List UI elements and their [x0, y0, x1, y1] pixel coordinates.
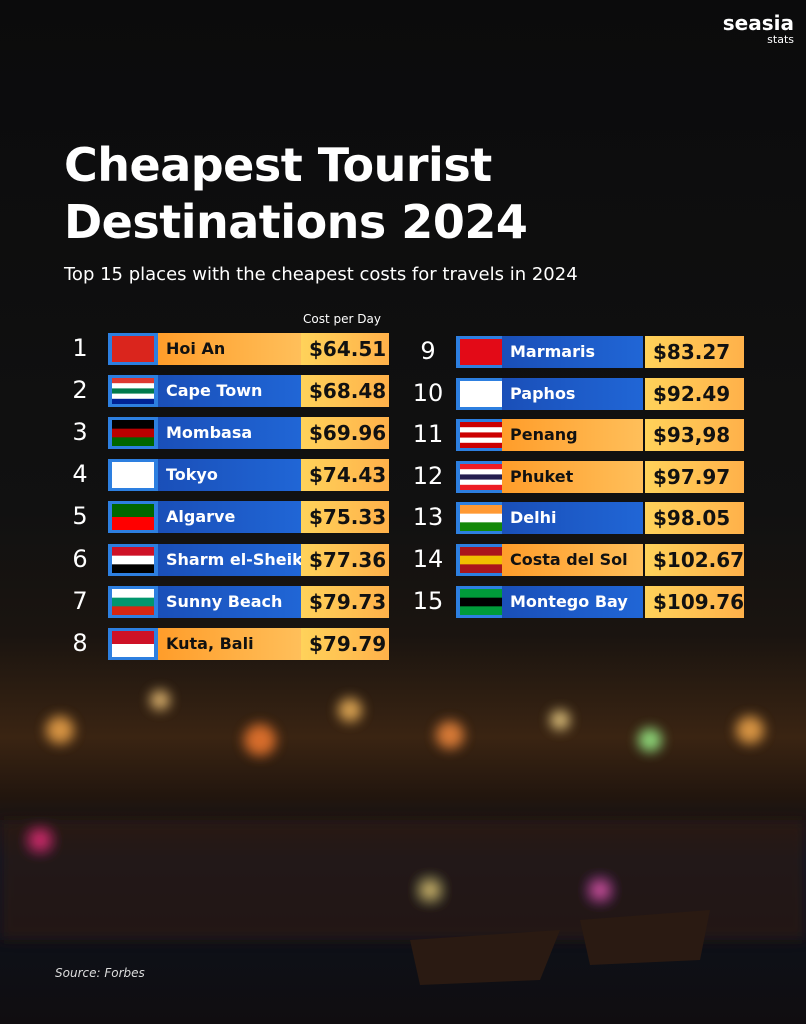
destination: Marmaris [502, 336, 643, 368]
flag-image [460, 588, 502, 616]
source: Source: Forbes [55, 966, 145, 980]
flag-image [460, 463, 502, 491]
flag [456, 336, 506, 368]
destination: Phuket [502, 460, 643, 493]
cost: $77.36 [301, 543, 389, 576]
rank: 2 [72, 376, 88, 405]
destination: Montego Bay [502, 585, 643, 618]
destination: Algarve [158, 501, 301, 534]
destination: Tokyo [158, 459, 301, 492]
flag-image [112, 630, 154, 658]
cost: $98.05 [645, 502, 744, 535]
destination: Cape Town [158, 375, 301, 408]
flag [108, 375, 158, 408]
flag [456, 419, 506, 452]
cost: $93,98 [645, 419, 744, 452]
column-header: Cost per Day [303, 312, 381, 326]
rank: 6 [72, 544, 88, 573]
destination: Mombasa [158, 417, 301, 450]
destination: Costa del Sol [502, 544, 643, 576]
cost: $68.48 [301, 375, 389, 408]
cost: $109.76 [645, 585, 744, 618]
flag [108, 459, 158, 492]
cost: $102.67 [645, 544, 744, 576]
rank: 3 [72, 418, 88, 447]
cost: $79.79 [301, 627, 389, 660]
flag-image [112, 588, 154, 616]
flag-image [112, 504, 154, 531]
flag [456, 544, 506, 576]
destination: Kuta, Bali [158, 627, 301, 660]
rank: 10 [412, 378, 444, 407]
cost: $83.27 [645, 336, 744, 368]
destination: Penang [502, 419, 643, 452]
flag-image [460, 380, 502, 408]
flag-image [112, 378, 154, 405]
cost: $97.97 [645, 460, 744, 493]
flag-image [112, 546, 154, 573]
destination: Hoi An [158, 333, 301, 365]
title: Cheapest Tourist [64, 138, 492, 192]
flag-image [460, 339, 502, 366]
flag [456, 585, 506, 618]
rank: 8 [72, 628, 88, 657]
brand: seasia stats [723, 12, 794, 46]
brand-name: seasia [722, 11, 794, 35]
title: Destinations 2024 [64, 195, 528, 249]
rank: 7 [72, 586, 88, 615]
destination: Delhi [502, 502, 643, 535]
destination: Sharm el-Sheikh [158, 543, 314, 576]
cost: $69.96 [301, 417, 389, 450]
rank: 11 [412, 420, 444, 449]
flag [108, 543, 158, 576]
destination: Sunny Beach [158, 585, 301, 618]
destination: Paphos [502, 377, 643, 410]
rank: 14 [412, 545, 444, 573]
flag [108, 417, 158, 450]
rank: 5 [72, 502, 88, 531]
flag [456, 377, 506, 410]
rank: 4 [72, 460, 88, 489]
cost: $64.51 [301, 333, 389, 365]
flag [108, 333, 158, 365]
flag-image [112, 336, 154, 363]
flag [108, 627, 158, 660]
rank: 1 [72, 334, 88, 362]
flag [456, 460, 506, 493]
cost: $74.43 [301, 459, 389, 492]
flag [108, 501, 158, 534]
rank: 13 [412, 503, 444, 532]
rank: 15 [412, 586, 444, 615]
cost: $75.33 [301, 501, 389, 534]
rank: 12 [412, 461, 444, 490]
flag [456, 502, 506, 535]
flag-image [112, 420, 154, 447]
subtitle: Top 15 places with the cheapest costs fo… [64, 264, 578, 285]
flag-image [460, 505, 502, 532]
flag [108, 585, 158, 618]
background-scene [0, 690, 806, 985]
cost: $79.73 [301, 585, 389, 618]
flag-image [460, 422, 502, 449]
cost: $92.49 [645, 377, 744, 410]
flag-image [112, 462, 154, 489]
flag-image [460, 547, 502, 574]
brand-sub: stats [767, 33, 794, 46]
rank: 9 [420, 337, 436, 365]
